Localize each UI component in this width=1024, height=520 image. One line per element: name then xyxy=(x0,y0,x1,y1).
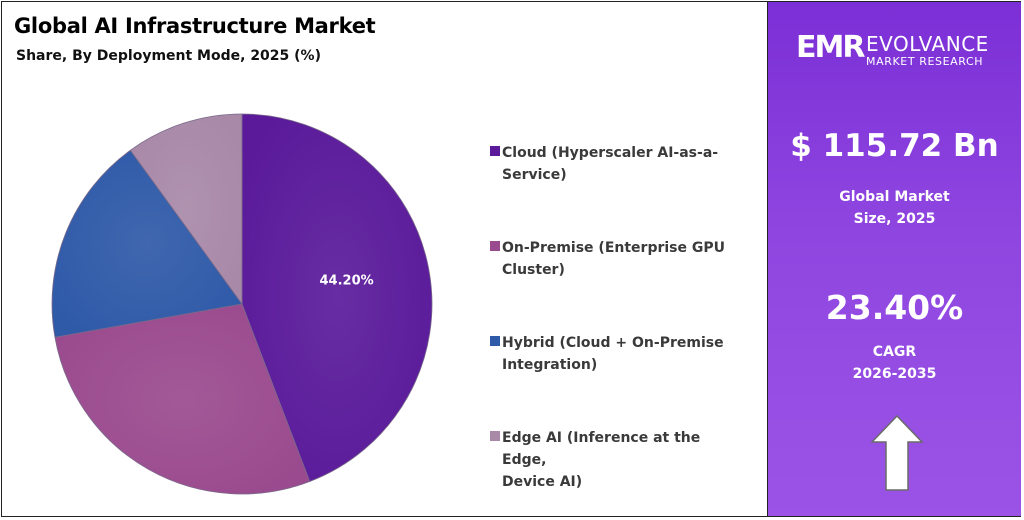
up-arrow-icon xyxy=(870,414,924,491)
legend-swatch-hybrid xyxy=(490,336,500,346)
summary-panel: EMR EVOLVANCE MARKET RESEARCH $ 115.72 B… xyxy=(767,2,1021,516)
data-label-cloud: 44.20% xyxy=(320,274,374,289)
legend-label-hybrid-line2: Integration) xyxy=(502,357,598,373)
legend-swatch-on-premise xyxy=(490,241,500,251)
brand-name: EVOLVANCE xyxy=(866,32,989,56)
cagr-value: 23.40% xyxy=(825,288,964,327)
pie-slice-hybrid xyxy=(51,149,243,338)
legend-label-edge-ai-line2: Device AI) xyxy=(502,474,583,490)
legend-swatch-cloud xyxy=(490,146,500,156)
legend-label-on-premise-line1: On-Premise (Enterprise GPU xyxy=(502,240,725,256)
chart-title: Global AI Infrastructure Market xyxy=(14,14,376,38)
legend-label-edge-ai-line1: Edge AI (Inference at the Edge, xyxy=(502,430,701,468)
legend-swatch-edge-ai xyxy=(490,431,500,441)
pie-chart: 44.20% xyxy=(51,113,433,495)
legend-label-cloud-line1: Cloud (Hyperscaler AI-as-a- xyxy=(502,145,719,161)
pie-slice-on-premise xyxy=(54,303,311,495)
market-size-label-line2: Size, 2025 xyxy=(853,211,936,227)
cagr-period: 2026-2035 xyxy=(852,366,937,382)
brand-tagline: MARKET RESEARCH xyxy=(866,55,984,68)
market-size-value: $ 115.72 Bn xyxy=(790,128,999,164)
legend-label-on-premise-line2: Cluster) xyxy=(502,262,565,278)
pie-slice-cloud xyxy=(241,113,433,483)
market-size-label-line1: Global Market xyxy=(839,189,950,205)
cagr-label: CAGR xyxy=(872,344,917,360)
brand-logo: EMR EVOLVANCE MARKET RESEARCH xyxy=(796,30,1011,70)
chart-subtitle: Share, By Deployment Mode, 2025 (%) xyxy=(16,48,321,64)
chart-panel: Global AI Infrastructure Market Share, B… xyxy=(2,2,767,516)
brand-mark: EMR xyxy=(796,30,865,65)
legend-label-hybrid-line1: Hybrid (Cloud + On-Premise xyxy=(502,335,724,351)
legend-label-cloud-line2: Service) xyxy=(502,167,567,183)
pie-slice-edge-ai xyxy=(129,113,243,306)
